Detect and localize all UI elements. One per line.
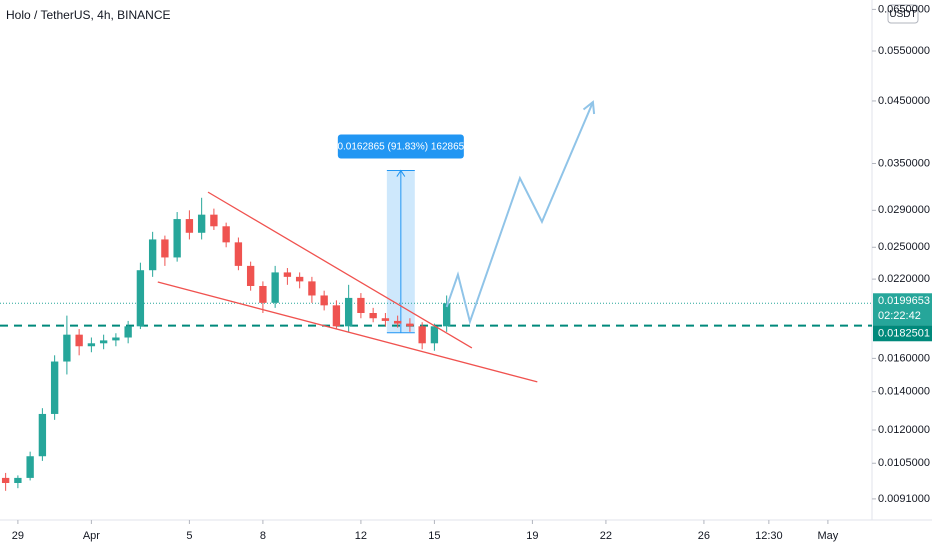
candle-body [320,295,328,306]
candle-body [1,477,10,483]
candle-body [210,214,218,227]
candle-body [136,270,145,327]
candle-body [295,276,304,282]
candle-body [14,477,22,483]
candle-body [271,272,279,303]
y-tick-label: 0.0220000 [878,273,930,285]
plot: 0.0162865 (91.83%) 162865 [0,100,872,491]
x-tick-label: 12:30 [755,530,783,542]
candle-body [381,318,390,321]
y-tick-label: 0.0105000 [878,457,930,469]
candle-body [442,303,451,327]
candle-body [357,297,365,313]
x-tick-label: 22 [600,530,612,542]
x-tick-label: 5 [186,530,192,542]
measure-label-box [337,134,464,159]
y-tick-label: 0.0550000 [878,45,930,57]
x-tick-label: 8 [260,530,266,542]
countdown-label: 02:22:42 [878,310,921,322]
candle-body [222,226,230,243]
candle-body [369,312,377,319]
candle-body [38,413,47,457]
y-tick-label: 0.0250000 [878,241,930,253]
horizontal-line-badge [873,325,932,342]
x-tick-label: 12 [355,530,367,542]
measure-label: 0.0162865 (91.83%) 162865 [337,142,464,153]
candle-body [418,326,426,344]
candle-body [197,214,206,233]
candle-body [234,242,243,266]
projection-arrowhead [582,100,596,115]
candle-body [406,323,414,327]
candle-body [161,239,169,258]
horizontal-line-label: 0.0182501 [878,328,930,340]
y-tick-label: 0.0450000 [878,95,930,107]
candle-body [99,340,108,344]
x-tick-label: Apr [83,530,100,542]
candle-body [283,272,292,277]
candle-body [173,219,181,258]
candle-body [332,305,341,327]
candle-body [75,334,83,347]
candle-body [246,265,255,286]
candle-body [148,239,157,271]
trend-line [207,191,473,349]
candle-body [393,320,402,324]
projection-path [445,101,594,326]
y-tick-label: 0.0650000 [878,3,930,15]
y-tick-label: 0.0091000 [878,493,930,505]
candle-body [185,219,194,233]
candle-body [124,326,132,338]
x-tick-label: 15 [428,530,440,542]
candle-body [430,326,439,344]
x-tick-label: 19 [526,530,538,542]
y-tick-label: 0.0350000 [878,157,930,169]
candle-body [50,361,59,414]
currency-badge[interactable] [887,4,919,24]
chart-title: Holo / TetherUS, 4h, BINANCE [6,8,171,22]
candle-body [344,297,353,327]
candle-body [63,334,71,362]
last-price-label: 0.0199653 [878,295,930,307]
y-tick-label: 0.0120000 [878,424,930,436]
candle-body [112,337,120,341]
candle-body [87,343,96,347]
currency-label[interactable]: USDT [889,9,916,20]
y-tick-label: 0.0160000 [878,352,930,364]
y-tick-label: 0.0290000 [878,204,930,216]
x-tick-label: May [818,530,839,542]
x-tick-label: 26 [698,530,710,542]
candle-body [259,285,267,303]
last-price-badge [873,293,932,326]
y-tick-label: 0.0140000 [878,386,930,398]
x-tick-label: 29 [12,530,24,542]
candle-body [308,281,316,296]
candle-body [26,456,34,478]
trend-line [157,281,538,383]
